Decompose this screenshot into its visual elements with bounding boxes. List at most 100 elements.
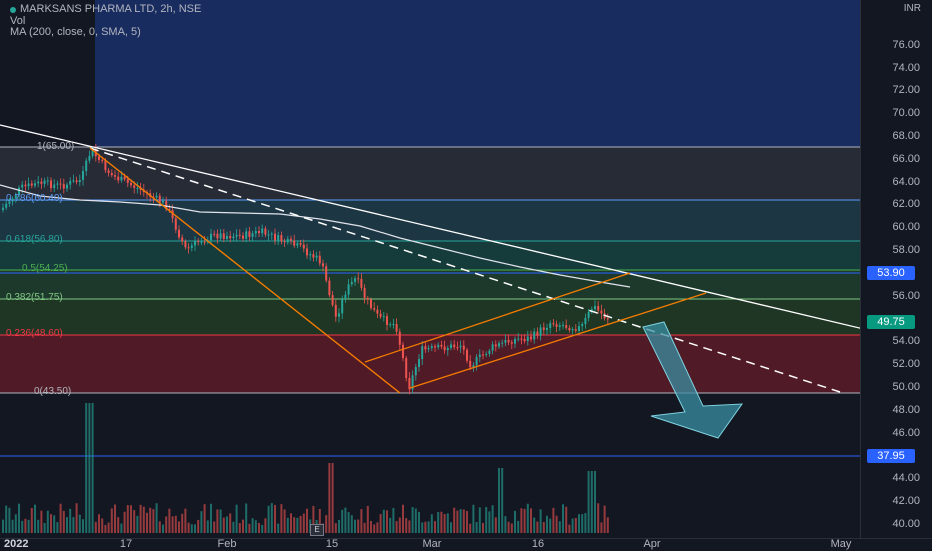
candle-body [197, 241, 200, 243]
ma-legend[interactable]: MA (200, close, 0, SMA, 5) [10, 26, 141, 38]
candle-body [411, 375, 414, 390]
volume-bar [277, 523, 280, 533]
volume-bar [469, 523, 472, 533]
volume-bar [606, 517, 609, 533]
channel-top[interactable] [364, 272, 631, 363]
volume-bar [574, 518, 577, 533]
candle-body [46, 180, 49, 182]
price-tick: 56.00 [892, 290, 920, 302]
price-tick: 70.00 [892, 107, 920, 119]
fib-zone-0236-0 [0, 335, 860, 393]
volume-bar [565, 506, 568, 533]
volume-bar [206, 520, 209, 533]
time-axis[interactable]: 2022 17 Feb 15 Mar 16 Apr May [0, 538, 932, 551]
symbol-title[interactable]: MARKSANS PHARMA LTD, 2h, NSE [20, 3, 202, 15]
candle-body [158, 195, 161, 203]
volume-bar [462, 509, 465, 533]
candle-body [347, 284, 350, 295]
volume-bar [18, 503, 20, 533]
volume-bar [488, 511, 491, 533]
price-chart[interactable] [0, 0, 860, 538]
trendline-dashed[interactable] [89, 147, 841, 393]
candle-body [162, 200, 164, 203]
volume-bar [254, 520, 257, 533]
candle-body [325, 266, 328, 281]
volume-bar [446, 513, 449, 533]
volume-bar [558, 521, 561, 533]
candle-body [117, 176, 120, 181]
volume-bar [389, 517, 392, 533]
projection-arrow[interactable] [642, 321, 744, 439]
volume-bar [366, 505, 369, 533]
volume-bar [98, 514, 100, 533]
volume-bar [408, 520, 411, 533]
fib-label-0786: 0.786(60.40) [6, 193, 63, 204]
candle-body [494, 344, 497, 347]
earnings-marker[interactable]: E [310, 524, 324, 536]
candle-body [520, 338, 523, 340]
volume-bar [136, 515, 139, 533]
volume-bar [386, 510, 388, 533]
volume-legend[interactable]: Vol [10, 14, 26, 27]
volume-bar [392, 508, 395, 533]
price-label-5390[interactable]: 53.90 [867, 266, 915, 280]
candle-body [450, 344, 452, 349]
candle-body [571, 329, 574, 331]
volume-bar [14, 514, 17, 533]
candle-body [549, 323, 552, 329]
candle-body [478, 354, 481, 358]
candle-body [136, 187, 139, 189]
volume-bar [50, 514, 52, 533]
volume-bar [459, 509, 462, 533]
candle-body [542, 327, 545, 330]
trendline-white[interactable] [0, 124, 860, 330]
volume-bar [2, 519, 4, 533]
candle-body [283, 241, 286, 243]
price-axis[interactable]: INR 76.00 74.00 72.00 70.00 68.00 66.00 … [860, 0, 932, 538]
candle-body [389, 324, 392, 326]
price-tick: 68.00 [892, 130, 920, 142]
volume-bar [523, 508, 526, 533]
candle-body [584, 317, 587, 325]
candle-body [30, 183, 33, 186]
candle-body [130, 182, 132, 186]
volume-bar [290, 513, 292, 533]
candle-body [501, 342, 504, 344]
time-label: Apr [643, 538, 661, 550]
price-label-3795[interactable]: 37.95 [867, 449, 915, 463]
volume-bar [546, 515, 548, 533]
volume-bar [149, 507, 152, 533]
volume-bar [485, 507, 488, 533]
candle-body [395, 323, 398, 332]
candle-body [24, 184, 27, 187]
candle-body [120, 176, 123, 181]
candle-body [181, 237, 184, 242]
volume-bar [514, 510, 516, 533]
candle-body [376, 309, 379, 314]
candle-body [466, 349, 468, 361]
volume-bar [411, 507, 414, 533]
candle-body [11, 198, 14, 202]
candle-body [446, 348, 449, 351]
fib-drawing-leg[interactable] [89, 147, 401, 394]
channel-bottom[interactable] [409, 292, 707, 389]
candle-body [293, 240, 296, 246]
volume-bar [88, 403, 91, 533]
volume-bar [158, 521, 161, 533]
price-label-current[interactable]: 49.75 [867, 315, 915, 329]
fib-zone-0382-0236 [0, 299, 860, 335]
candle-body [88, 156, 91, 161]
candle-body [238, 234, 241, 236]
volume-bar [440, 511, 443, 533]
volume-bar [584, 513, 587, 533]
fib-label-0: 0(43.50) [34, 386, 72, 397]
volume-bar [123, 511, 126, 533]
volume-bar [344, 507, 347, 533]
candle-body [200, 241, 203, 243]
candle-body [331, 295, 334, 305]
volume-bar [539, 509, 542, 533]
fib-zone-0786-0618 [0, 200, 860, 241]
candle-body [453, 344, 456, 348]
volume-bar [101, 518, 104, 533]
candle-body [302, 244, 305, 249]
